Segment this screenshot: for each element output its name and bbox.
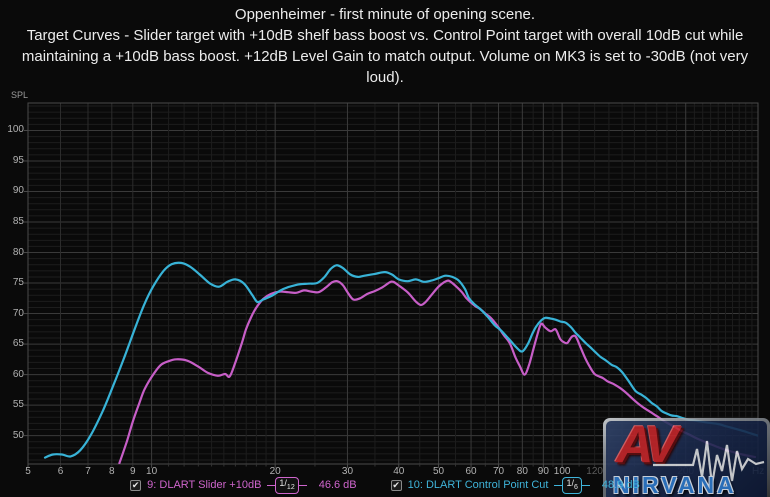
smoothing-box: 1/6 — [562, 477, 582, 494]
y-tick-label: 60 — [12, 368, 24, 380]
legend-value: 48.9 dB — [601, 479, 640, 492]
x-tick-label: 60 — [465, 466, 477, 477]
smoothing-dash — [298, 484, 307, 486]
legend-checkbox[interactable]: ✔ — [390, 479, 402, 491]
x-tick-label: 80 — [516, 466, 528, 477]
chart-title-line: maintaining a +10dB bass boost. +12dB Le… — [21, 48, 749, 65]
y-tick-label: 80 — [12, 246, 24, 258]
x-tick-label: 50 — [432, 466, 445, 477]
smoothing-dash — [267, 484, 276, 486]
y-tick-label: 90 — [12, 185, 24, 197]
smoothing-dash — [554, 484, 563, 486]
chart-title: Oppenheimer - first minute of opening sc… — [0, 4, 770, 88]
spl-axis-label: SPL — [11, 90, 29, 100]
x-tick-label: 70 — [492, 466, 505, 477]
curve-dlart-slider — [118, 279, 757, 464]
x-tick-label: 8 — [109, 466, 115, 477]
chart-title-line: loud). — [366, 69, 404, 86]
y-tick-label: 50 — [12, 429, 24, 441]
legend-checkbox[interactable]: ✔ — [130, 479, 142, 491]
y-tick-label: 55 — [12, 399, 24, 411]
legend-label[interactable]: 9: DLART Slider +10dB — [147, 479, 262, 492]
av-nirvana-logo-panel: AV NIRVANA — [606, 421, 767, 497]
x-tick-label: 9 — [130, 466, 136, 477]
smoothing-box: 1/12 — [275, 477, 299, 494]
smoothing-widget[interactable]: 1/6 — [554, 477, 590, 494]
legend-item-control-point: ✔ 10: DLART Control Point Cut 1/6 48.9 d… — [390, 477, 640, 494]
y-tick-label: 65 — [12, 338, 24, 350]
x-tick-label: 6 — [57, 466, 64, 477]
y-tick-label: 85 — [12, 216, 24, 227]
chart-title-line: Target Curves - Slider target with +10dB… — [26, 27, 744, 44]
check-icon: ✔ — [131, 479, 140, 490]
logo-nirvana-text: NIRVANA — [613, 472, 737, 497]
x-tick-label: 120 — [586, 466, 603, 477]
av-nirvana-logo: AV NIRVANA — [603, 418, 770, 497]
y-tick-label: 100 — [7, 124, 24, 136]
smoothing-widget[interactable]: 1/12 — [267, 477, 307, 494]
y-tick-label: 70 — [12, 307, 24, 319]
legend-label[interactable]: 10: DLART Control Point Cut — [407, 479, 549, 492]
smoothing-dash — [581, 484, 590, 486]
legend-item-slider: ✔ 9: DLART Slider +10dB 1/12 46.6 dB — [130, 477, 357, 494]
y-tick-label: 95 — [12, 154, 24, 166]
check-icon: ✔ — [392, 479, 400, 490]
x-tick-label: 20 — [269, 466, 281, 477]
waveform-icon — [653, 440, 765, 486]
x-tick-label: 90 — [537, 466, 549, 477]
x-tick-label: 30 — [341, 466, 354, 477]
x-tick-label: 40 — [393, 466, 405, 477]
x-tick-label: 5 — [25, 466, 31, 477]
chart-title-line: Oppenheimer - first minute of opening sc… — [234, 6, 536, 23]
measurement-legend: ✔ 9: DLART Slider +10dB 1/12 46.6 dB ✔ 1… — [0, 477, 770, 494]
x-tick-label: 100 — [553, 466, 571, 477]
x-tick-label: 7 — [85, 466, 91, 477]
x-tick-label: 10 — [146, 466, 158, 477]
legend-value: 46.6 dB — [318, 479, 357, 492]
curve-dlart-control-point — [43, 261, 758, 459]
y-tick-label: 75 — [12, 277, 24, 289]
